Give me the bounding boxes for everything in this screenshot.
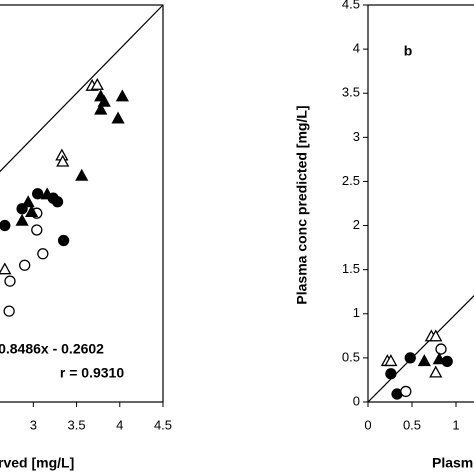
annotation: r = 0.9310 (60, 365, 124, 381)
data-point (51, 196, 64, 208)
y-axis-label: Plasma conc predicted [mg/L] (294, 105, 310, 304)
y-tick-label: 3 (353, 129, 360, 144)
y-tick-label: 0 (353, 393, 360, 408)
x-tick-label: 0 (364, 417, 371, 432)
x-axis-label: rved [mg/L] (0, 455, 74, 471)
data-point (3, 305, 15, 317)
data-point (15, 213, 29, 226)
x-tick-label: 3 (30, 417, 37, 432)
identity-line (367, 294, 474, 403)
data-point (40, 187, 54, 200)
data-point (31, 224, 43, 236)
data-point (0, 219, 11, 232)
data-point (4, 275, 16, 287)
data-point (97, 94, 111, 107)
y-tick-label: 1 (353, 305, 360, 320)
data-point (404, 352, 416, 364)
y-tick-label: 2 (353, 217, 360, 232)
y-tick-label: 3.5 (342, 85, 360, 100)
annotation: = 0.8486x - 0.2602 (0, 341, 104, 357)
x-tick-label: 0.5 (403, 417, 421, 432)
data-point (32, 188, 44, 200)
data-point (111, 111, 125, 124)
y-tick-label: 0.5 (342, 349, 360, 364)
x-axis-label: Plasm (432, 455, 473, 471)
y-tick-label: 2.5 (342, 173, 360, 188)
data-point (75, 168, 89, 181)
data-point (56, 154, 70, 167)
x-tick-label: 3.5 (68, 417, 86, 432)
data-point (417, 354, 431, 367)
data-point (19, 259, 31, 271)
data-point (37, 248, 49, 260)
identity-line (0, 4, 164, 173)
y-tick-label: 1.5 (342, 261, 360, 276)
panel-label: b (404, 43, 413, 59)
data-point (25, 204, 39, 217)
y-tick-label: 4.5 (342, 0, 360, 11)
plot-frame (0, 4, 164, 403)
data-point (384, 354, 398, 367)
data-point (385, 368, 397, 380)
plot-frame (367, 4, 474, 403)
data-point (57, 234, 70, 247)
data-point (0, 262, 12, 275)
data-point (94, 102, 108, 115)
data-point (90, 77, 104, 90)
data-point (400, 385, 412, 398)
data-point (435, 343, 447, 355)
data-point (432, 352, 446, 365)
data-point (115, 89, 129, 102)
x-tick-label: 4.5 (154, 417, 172, 432)
x-tick-label: 1 (452, 417, 459, 432)
data-point (429, 365, 443, 378)
y-tick-label: 4 (353, 41, 360, 56)
data-point (429, 329, 443, 342)
x-tick-label: 4 (116, 417, 123, 432)
data-point (21, 195, 35, 208)
